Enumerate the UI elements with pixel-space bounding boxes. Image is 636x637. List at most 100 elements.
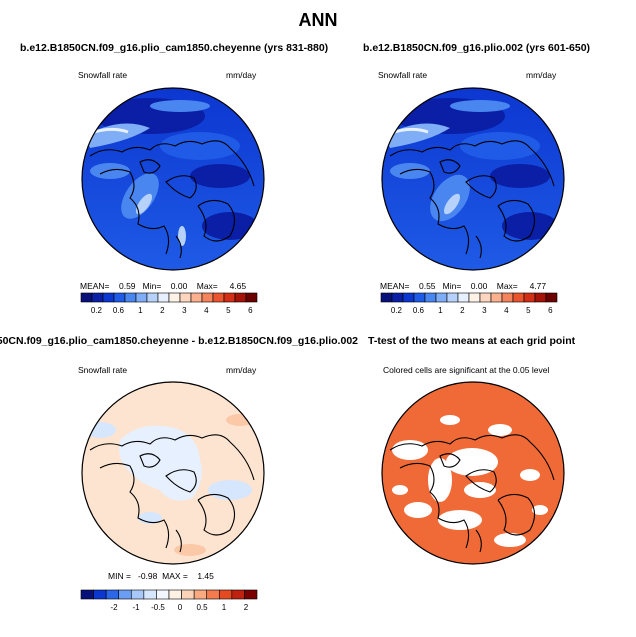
colorbar-swatch — [490, 292, 503, 303]
colorbar-swatch — [135, 292, 148, 303]
panel-4-note: Colored cells are significant at the 0.0… — [383, 365, 550, 375]
panel-2-min-label: Min= — [442, 281, 462, 291]
figure-title: ANN — [298, 10, 338, 30]
colorbar-swatch — [435, 292, 448, 303]
colorbar-swatch — [212, 292, 225, 303]
colorbar-swatch — [512, 292, 525, 303]
colorbar-swatch — [244, 589, 258, 600]
colorbar-tick-label: 0.2 — [391, 306, 403, 315]
colorbar-swatch — [402, 292, 415, 303]
colorbar-swatch — [446, 292, 459, 303]
panel-4-polar-map — [381, 381, 565, 565]
panel-2-max-label: Max= — [496, 281, 518, 291]
colorbar-swatch — [168, 292, 181, 303]
panel-2-polar-map — [381, 87, 565, 271]
colorbar-tick-label: 4 — [204, 306, 209, 315]
panel-3-max-label: MAX = — [162, 571, 188, 581]
colorbar-tick-label: 3 — [482, 306, 487, 315]
panel-4-title: T-test of the two means at each grid poi… — [368, 335, 576, 347]
panel-2-title: b.e12.B1850CN.f09_g16.plio.002 (yrs 601-… — [363, 42, 591, 54]
panel-2-min-value: 0.00 — [470, 281, 488, 291]
panel-3-polar-map — [81, 381, 265, 565]
colorbar-tick-label: 1 — [138, 306, 143, 315]
colorbar-swatch — [146, 292, 159, 303]
panel-1-units-label: mm/day — [226, 70, 257, 80]
panel-1-min-value: 0.00 — [170, 281, 188, 291]
panel-3-min-label: MIN = — [108, 571, 131, 581]
panel-1-title: b.e12.B1850CN.f09_g16.plio_cam1850.cheye… — [20, 42, 329, 54]
colorbar-tick-label: -1 — [132, 603, 140, 612]
panel-1-min-label: Min= — [142, 281, 162, 291]
colorbar-swatch — [218, 589, 233, 600]
colorbar-tick-label: 1 — [438, 306, 443, 315]
colorbar-tick-label: 4 — [504, 306, 509, 315]
panel-2-stats: MEAN= 0.55 Min= 0.00 Max= 4.77 — [380, 281, 546, 291]
colorbar-swatch — [413, 292, 426, 303]
colorbar-swatch — [113, 292, 126, 303]
panel-2-variable-label: Snowfall rate — [378, 70, 428, 80]
colorbar-swatch — [501, 292, 514, 303]
panel-1-stats: MEAN= 0.59 Min= 0.00 Max= 4.65 — [80, 281, 246, 291]
panel-3-title: B1850CN.f09_g16.plio_cam1850.cheyenne - … — [0, 335, 358, 347]
colorbar-swatch — [179, 292, 192, 303]
colorbar-tick-label: 2 — [160, 306, 165, 315]
panel-3-max-value: 1.45 — [197, 571, 214, 581]
colorbar-swatch — [80, 292, 93, 303]
panel-1-max-label: Max= — [196, 281, 218, 291]
colorbar-tick-label: -0.5 — [151, 603, 165, 612]
colorbar-tick-label: 0 — [178, 603, 183, 612]
colorbar-tick-label: 5 — [226, 306, 231, 315]
colorbar-tick-label: 0.2 — [91, 306, 103, 315]
colorbar-swatch — [479, 292, 492, 303]
colorbar-swatch — [143, 589, 157, 600]
colorbar-swatch — [206, 589, 220, 600]
panel-3-stats: MIN = -0.98 MAX = 1.45 — [108, 571, 214, 581]
colorbar-tick-label: 1 — [222, 603, 227, 612]
colorbar-swatch — [124, 292, 137, 303]
panel-1-mean-label: MEAN= — [80, 281, 110, 291]
panel-1-colorbar: 0.2 0.6 1 2 3 4 5 6 — [80, 292, 258, 315]
colorbar-swatch — [157, 292, 170, 303]
panel-3-title-wrap: B1850CN.f09_g16.plio_cam1850.cheyenne - … — [0, 335, 358, 347]
colorbar-swatch — [130, 589, 145, 600]
colorbar-swatch — [223, 292, 236, 303]
colorbar-swatch — [118, 589, 132, 600]
colorbar-tick-label: 0.6 — [113, 306, 125, 315]
panel-2-colorbar: 0.2 0.6 1 2 3 4 5 6 — [380, 292, 558, 315]
colorbar-swatch — [93, 589, 107, 600]
colorbar-tick-label: 0.5 — [196, 603, 208, 612]
colorbar-swatch — [201, 292, 214, 303]
colorbar-tick-label: 5 — [526, 306, 531, 315]
panel-1-mean-value: 0.59 — [118, 281, 136, 291]
panel-1-variable-label: Snowfall rate — [78, 70, 128, 80]
colorbar-tick-label: 2 — [460, 306, 465, 315]
colorbar-swatch — [190, 292, 203, 303]
panel-1-polar-map — [81, 87, 265, 271]
colorbar-swatch — [91, 292, 104, 303]
colorbar-tick-label: 3 — [182, 306, 187, 315]
colorbar-swatch — [234, 292, 247, 303]
panel-3-min-value: -0.98 — [138, 571, 158, 581]
panel-3-colorbar: -2 -1 -0.5 0 0.5 1 2 — [80, 589, 258, 612]
panel-3-variable-label: Snowfall rate — [78, 365, 128, 375]
colorbar-tick-label: 6 — [248, 306, 253, 315]
colorbar-swatch — [457, 292, 470, 303]
colorbar-swatch — [380, 292, 393, 303]
panel-1-max-value: 4.65 — [229, 281, 247, 291]
panel-2-mean-label: MEAN= — [380, 281, 410, 291]
colorbar-swatch — [102, 292, 115, 303]
colorbar-swatch — [156, 589, 170, 600]
panel-2-max-value: 4.77 — [529, 281, 547, 291]
colorbar-swatch — [545, 292, 558, 303]
colorbar-swatch — [105, 589, 120, 600]
colorbar-swatch — [534, 292, 547, 303]
colorbar-swatch — [168, 589, 182, 600]
colorbar-swatch — [193, 589, 208, 600]
colorbar-swatch — [245, 292, 258, 303]
colorbar-swatch — [523, 292, 536, 303]
panel-2-units-label: mm/day — [526, 70, 557, 80]
colorbar-swatch — [424, 292, 437, 303]
panel-3-units-label: mm/day — [226, 365, 257, 375]
colorbar-tick-label: 6 — [548, 306, 553, 315]
colorbar-tick-label: -2 — [110, 603, 118, 612]
